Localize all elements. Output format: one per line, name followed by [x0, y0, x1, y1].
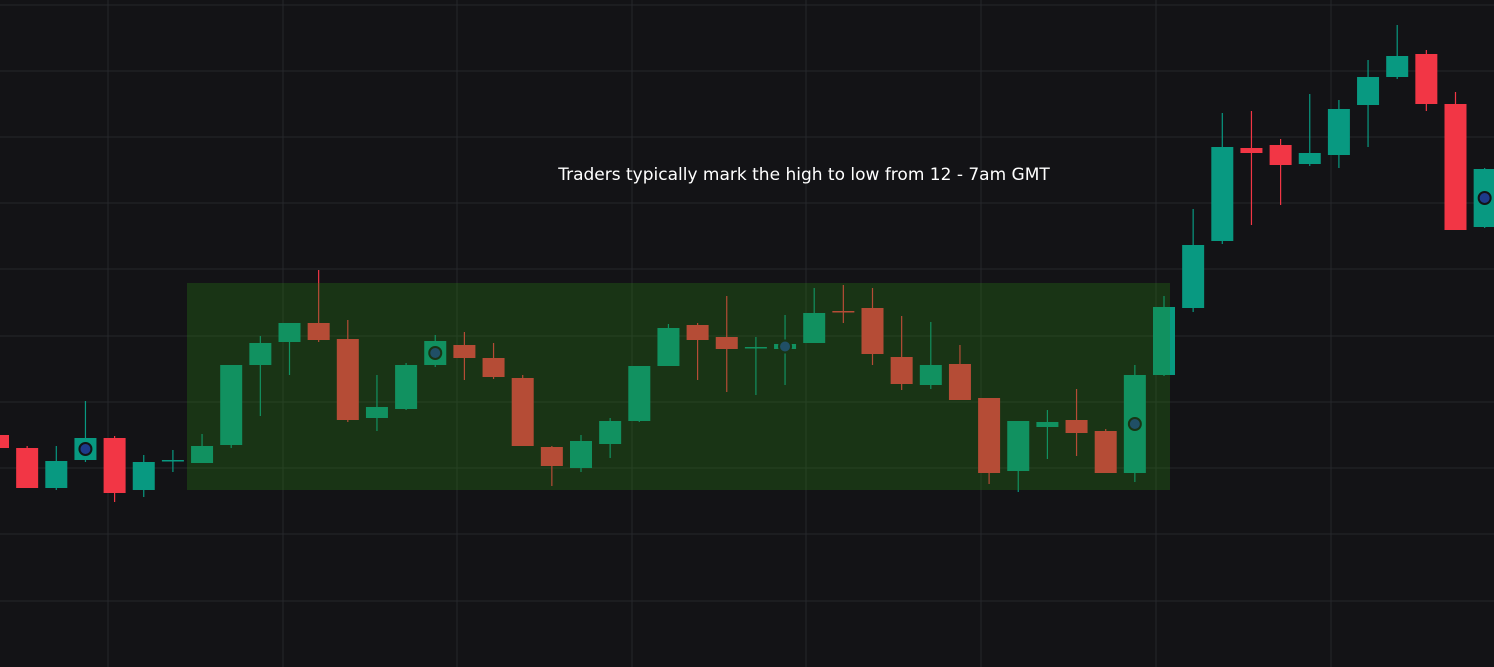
candle-body	[45, 461, 68, 488]
candle-body	[978, 398, 1001, 473]
candle-body	[1094, 431, 1117, 473]
marker	[428, 346, 443, 360]
candle-body	[919, 365, 942, 385]
candle-body	[395, 365, 418, 409]
candle-body	[832, 311, 855, 313]
candle-body	[890, 357, 913, 384]
candle-body	[948, 364, 971, 400]
candle-body	[1357, 77, 1380, 105]
candle-body	[599, 421, 622, 444]
candle-body	[1240, 148, 1263, 153]
candle-body	[570, 441, 592, 468]
candle-body	[249, 343, 272, 365]
candle-body	[628, 366, 651, 421]
candle-body	[278, 323, 301, 342]
candle-body	[16, 448, 39, 488]
candle-body	[1211, 147, 1234, 241]
marker	[1127, 417, 1142, 431]
candle-body	[132, 462, 155, 490]
candle-body	[861, 308, 884, 354]
candle-body	[1007, 421, 1030, 471]
candle-body	[1153, 307, 1175, 375]
candle-body	[453, 345, 476, 358]
candle-body	[103, 438, 126, 493]
marker	[78, 442, 93, 456]
candle-body	[686, 325, 709, 340]
annotation: Traders typically mark the high to low f…	[557, 165, 1050, 185]
candles	[0, 25, 1494, 502]
candle-body	[1386, 56, 1409, 77]
candle-body	[511, 378, 534, 446]
candle-body	[161, 460, 184, 462]
candle-body	[1065, 420, 1088, 433]
candle-body	[0, 435, 9, 448]
marker	[1477, 191, 1492, 205]
candle-body	[365, 407, 388, 418]
candle-body	[220, 365, 243, 445]
candle-body	[540, 447, 563, 466]
candle-body	[1298, 153, 1321, 164]
candle-body	[191, 446, 214, 463]
candle-body	[1327, 109, 1350, 155]
candle-body	[1415, 54, 1438, 104]
range-box	[187, 283, 1170, 490]
candle-body	[1444, 104, 1467, 230]
candle-body	[1269, 145, 1292, 165]
candle-body	[1182, 245, 1205, 308]
candle-body	[744, 347, 767, 349]
candle-body	[307, 323, 330, 340]
marker	[778, 339, 793, 354]
candle-body	[336, 339, 359, 420]
candle-body	[803, 313, 826, 343]
candle-body	[715, 337, 738, 349]
candle-body	[1036, 422, 1059, 427]
candle-body	[482, 358, 505, 377]
candle-body	[657, 328, 680, 366]
